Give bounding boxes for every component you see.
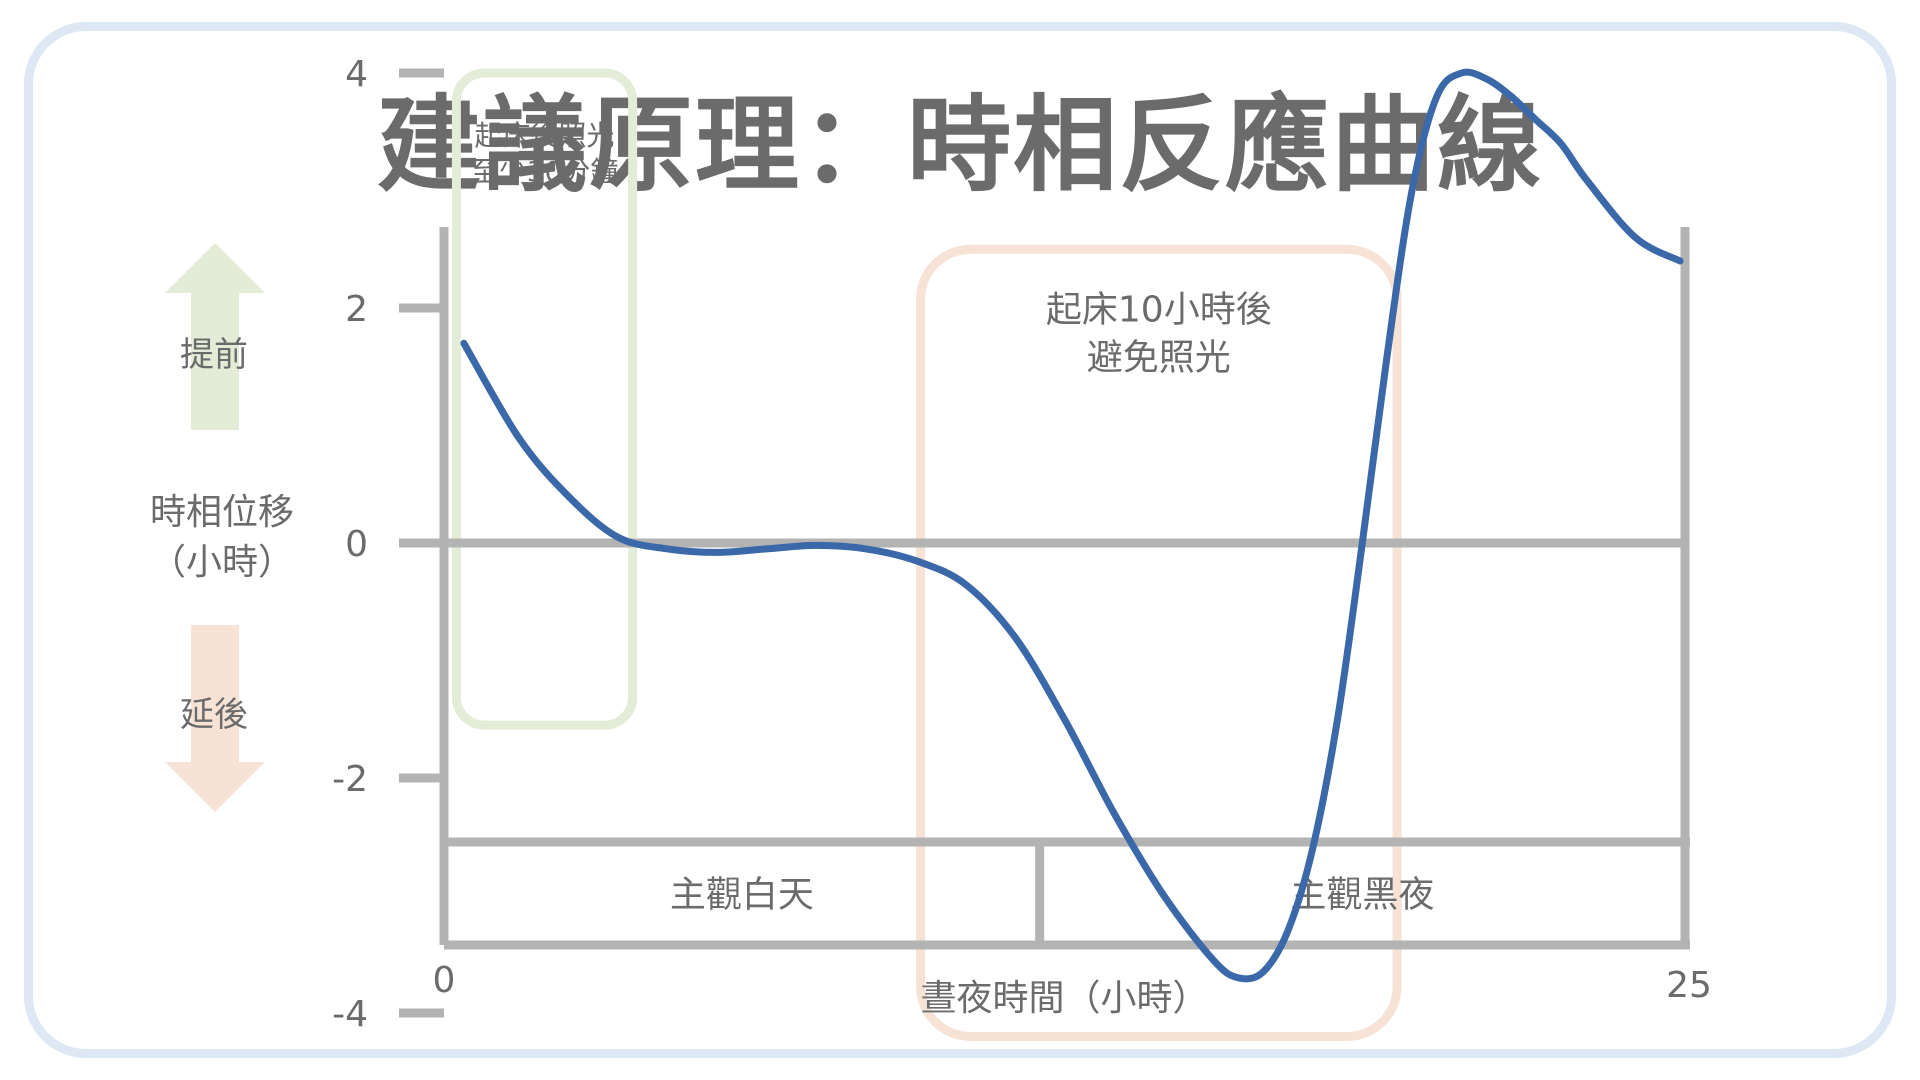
annotation-text-morning-line1: 起床後照光 <box>475 119 615 152</box>
y-tick-label: 4 <box>345 54 368 95</box>
band-label-subjective-night: 主觀黑夜 <box>1290 875 1434 916</box>
chart-title: 建議原理：時相反應曲線 <box>376 84 1543 206</box>
band-label-subjective-day: 主觀白天 <box>670 875 814 916</box>
annotation-text-evening-line1: 起床10小時後 <box>1046 289 1272 330</box>
y-tick-label: 0 <box>345 524 368 565</box>
advance-arrow <box>165 243 265 430</box>
x-tick-label-start: 0 <box>433 960 456 1001</box>
y-tick-label: -2 <box>332 759 368 800</box>
advance-label: 提前 <box>180 335 248 375</box>
y-tick-label: -4 <box>332 994 368 1035</box>
x-axis-label: 晝夜時間（小時） <box>920 978 1208 1019</box>
y-tick-label: 2 <box>345 289 368 330</box>
y-axis-label: 時相位移 <box>150 492 294 533</box>
y-ticks: 4 2 0 -2 -4 <box>332 54 444 1035</box>
delay-arrow <box>165 625 265 812</box>
annotation-text-morning-line2: 至少30分鐘 <box>471 155 619 188</box>
annotation-box-morning <box>451 68 638 730</box>
x-tick-label-end: 25 <box>1666 965 1712 1006</box>
series-line-phase-response <box>460 68 1684 983</box>
annotation-box-evening <box>916 244 1402 1041</box>
annotation-text-evening-line2: 避免照光 <box>1087 337 1231 378</box>
y-axis-unit: （小時） <box>150 542 294 583</box>
delay-label: 延後 <box>180 695 248 735</box>
